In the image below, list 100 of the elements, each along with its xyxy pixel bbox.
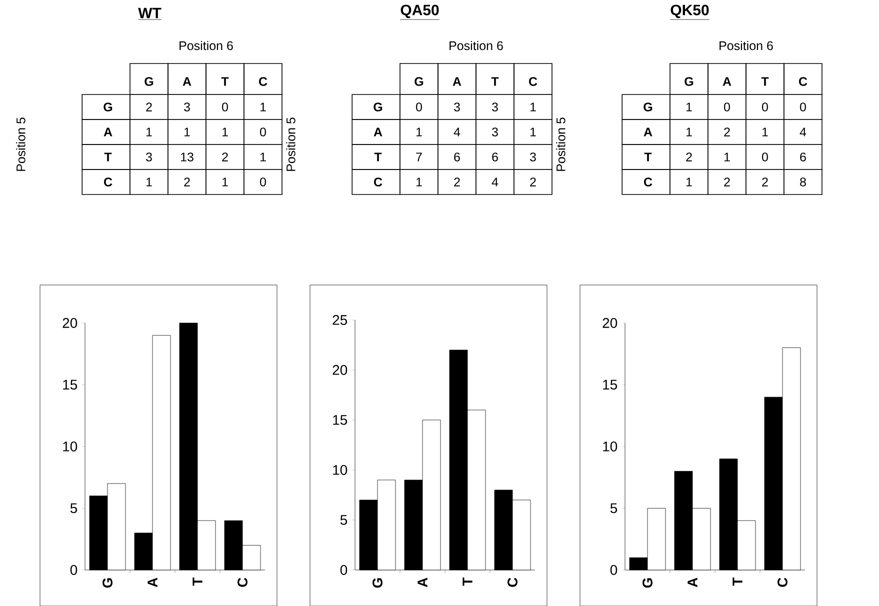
- data-label: 1: [146, 128, 152, 136]
- x-tick-label: C: [778, 578, 788, 587]
- data-label: 4: [492, 178, 498, 186]
- x-tick-label: T: [462, 577, 472, 586]
- x-axis-title: Position 6: [180, 40, 233, 50]
- y-tick-label: C: [644, 177, 652, 186]
- y-tick-label: A: [644, 128, 652, 136]
- data-label: 3: [454, 102, 460, 112]
- y-tick-label: G: [104, 102, 112, 112]
- y-tick-label: T: [644, 152, 652, 162]
- data-label: 6: [800, 152, 806, 162]
- y-tick-label: 10: [333, 464, 348, 475]
- data-label: 1: [184, 128, 190, 136]
- x-tick-label: A: [148, 578, 158, 588]
- y-tick-label: A: [374, 128, 382, 136]
- data-label: 2: [762, 178, 768, 186]
- x-tick-label: C: [238, 578, 248, 587]
- y-tick-label: 15: [333, 415, 348, 425]
- y-tick-label: 25: [332, 314, 348, 325]
- data-label: 1: [146, 178, 152, 186]
- data-label: 3: [492, 127, 498, 136]
- x-axis-title: Position 6: [720, 40, 773, 50]
- x-tick-label: C: [798, 76, 808, 86]
- x-tick-label: T: [732, 577, 742, 586]
- y-tick-label: 0: [70, 564, 78, 575]
- data-label: 0: [222, 102, 228, 112]
- data-label: 0: [416, 102, 422, 112]
- data-label: 4: [454, 128, 460, 136]
- data-label: 2: [184, 178, 190, 186]
- y-axis-title: Position 5: [286, 117, 296, 171]
- data-label: 13: [181, 152, 194, 162]
- data-label: 0: [800, 102, 806, 112]
- data-label: 1: [260, 152, 266, 162]
- data-label: 7: [416, 152, 422, 162]
- y-tick-label: C: [374, 177, 382, 186]
- data-label: 6: [492, 152, 498, 162]
- data-label: 0: [762, 102, 768, 112]
- data-label: 0: [260, 177, 266, 186]
- data-label: 4: [800, 128, 806, 136]
- data-label: 1: [762, 128, 768, 136]
- x-tick-label: C: [508, 578, 518, 587]
- x-tick-label: A: [452, 77, 462, 86]
- data-label: 1: [686, 128, 692, 136]
- y-tick-label: 0: [610, 564, 618, 575]
- y-tick-label: 0: [340, 564, 348, 575]
- data-label: 3: [530, 152, 536, 162]
- y-tick-label: T: [104, 152, 112, 162]
- data-label: 2: [724, 178, 730, 186]
- y-tick-label: G: [644, 102, 652, 112]
- y-tick-label: 5: [70, 503, 78, 514]
- y-tick-label: A: [104, 128, 112, 136]
- data-label: 8: [800, 177, 806, 186]
- chart-title: QK50: [670, 4, 709, 18]
- y-tick-label: 15: [603, 380, 618, 390]
- y-tick-label: 10: [603, 441, 618, 452]
- data-label: 2: [530, 178, 536, 186]
- data-label: 1: [686, 178, 692, 186]
- data-label: 2: [724, 128, 730, 136]
- x-axis-title: Position 6: [450, 40, 503, 50]
- x-tick-label: A: [722, 77, 732, 86]
- data-label: 3: [146, 152, 152, 162]
- y-tick-label: C: [104, 177, 112, 186]
- data-label: 3: [184, 102, 190, 112]
- data-label: 1: [530, 102, 536, 112]
- data-label: 1: [416, 178, 422, 186]
- data-label: 3: [492, 102, 498, 112]
- x-tick-label: G: [144, 76, 154, 86]
- data-label: 1: [686, 102, 692, 112]
- chart-title: QA50: [400, 4, 439, 18]
- data-label: 0: [762, 152, 768, 162]
- x-tick-label: C: [529, 76, 538, 86]
- y-axis-title: Position 5: [556, 117, 566, 171]
- y-tick-label: 10: [63, 441, 78, 452]
- x-tick-label: G: [684, 76, 694, 86]
- y-tick-label: T: [374, 152, 382, 162]
- data-label: 0: [724, 102, 730, 112]
- data-label: 2: [454, 178, 460, 186]
- data-label: 1: [222, 178, 228, 186]
- data-label: 1: [530, 128, 536, 136]
- x-tick-label: C: [259, 76, 268, 86]
- data-label: 2: [222, 152, 228, 162]
- data-label: 1: [416, 128, 422, 136]
- y-tick-label: 5: [340, 515, 348, 525]
- x-tick-label: T: [491, 77, 499, 86]
- x-tick-label: T: [192, 577, 202, 586]
- x-tick-label: G: [414, 76, 424, 86]
- y-tick-label: G: [374, 102, 382, 112]
- x-tick-label: T: [221, 77, 229, 86]
- y-tick-label: 5: [610, 503, 618, 514]
- data-label: 0: [260, 127, 266, 136]
- x-tick-label: A: [418, 578, 428, 588]
- y-axis-title: Position 5: [16, 117, 26, 171]
- y-tick-label: 20: [602, 318, 618, 328]
- chart-title: WT: [138, 8, 162, 18]
- data-label: 1: [724, 152, 730, 162]
- x-tick-label: A: [688, 578, 698, 588]
- data-label: 1: [260, 102, 266, 112]
- y-tick-label: 20: [332, 364, 348, 375]
- y-tick-label: 20: [62, 318, 78, 328]
- data-label: 2: [686, 152, 692, 162]
